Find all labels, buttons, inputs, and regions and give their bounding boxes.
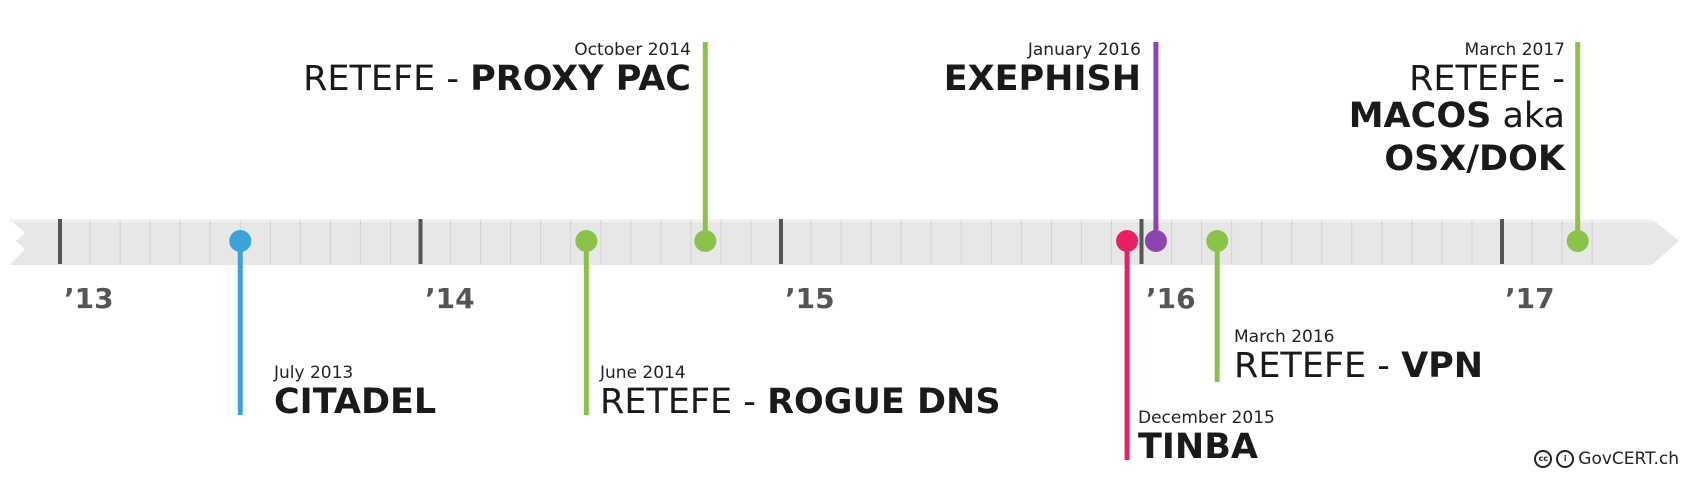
- event-label-tinba: December 2015 TINBA: [1138, 410, 1275, 465]
- event-marker-proxy-pac: [694, 230, 717, 252]
- cc-icon: cc: [1534, 450, 1553, 468]
- event-title-line-2: MACOS aka: [1348, 96, 1565, 136]
- event-label-rogue-dns: June 2014 RETEFE - ROGUE DNS: [600, 365, 1001, 420]
- event-marker-macos: [1566, 230, 1589, 252]
- event-date: June 2014: [600, 363, 686, 383]
- by-icon: i: [1556, 450, 1575, 468]
- credit-text: GovCERT.ch: [1578, 449, 1679, 469]
- event-title: RETEFE - PROXY PAC: [303, 59, 691, 99]
- event-marker-citadel: [229, 230, 252, 252]
- timeline-band-highlight: [10, 219, 1656, 222]
- event-title: CITADEL: [274, 382, 437, 422]
- event-marker-tinba: [1116, 230, 1139, 252]
- event-label-macos: March 2017 RETEFE - MACOS aka OSX/DOK: [1349, 42, 1565, 177]
- event-title: RETEFE -: [1409, 59, 1565, 99]
- event-date: July 2013: [274, 363, 354, 383]
- event-title: EXEPHISH: [943, 59, 1141, 99]
- event-date: March 2017: [1464, 40, 1566, 60]
- year-label-2017: ’17: [1505, 282, 1555, 315]
- event-title: RETEFE - VPN: [1234, 346, 1484, 386]
- event-label-proxy-pac: October 2014 RETEFE - PROXY PAC: [303, 42, 691, 97]
- event-marker-vpn: [1206, 230, 1229, 252]
- timeline-band: [10, 219, 1679, 265]
- event-label-exephish: January 2016 EXEPHISH: [944, 42, 1141, 97]
- credit: cc i GovCERT.ch: [1534, 449, 1679, 469]
- event-label-citadel: July 2013 CITADEL: [274, 365, 436, 420]
- year-label-2015: ’15: [785, 282, 835, 315]
- event-date: October 2014: [574, 40, 691, 60]
- event-title: TINBA: [1138, 427, 1258, 467]
- event-title: RETEFE - ROGUE DNS: [600, 382, 1001, 422]
- year-label-2014: ’14: [425, 282, 475, 315]
- year-label-2013: ’13: [64, 282, 114, 315]
- event-marker-rogue-dns: [575, 230, 598, 252]
- year-label-2016: ’16: [1146, 282, 1196, 315]
- event-title-line-3: OSX/DOK: [1384, 139, 1565, 179]
- event-date: January 2016: [1027, 40, 1141, 60]
- event-marker-exephish: [1144, 230, 1167, 252]
- event-date: March 2016: [1234, 327, 1335, 347]
- event-label-vpn: March 2016 RETEFE - VPN: [1234, 329, 1483, 384]
- event-date: December 2015: [1138, 408, 1275, 428]
